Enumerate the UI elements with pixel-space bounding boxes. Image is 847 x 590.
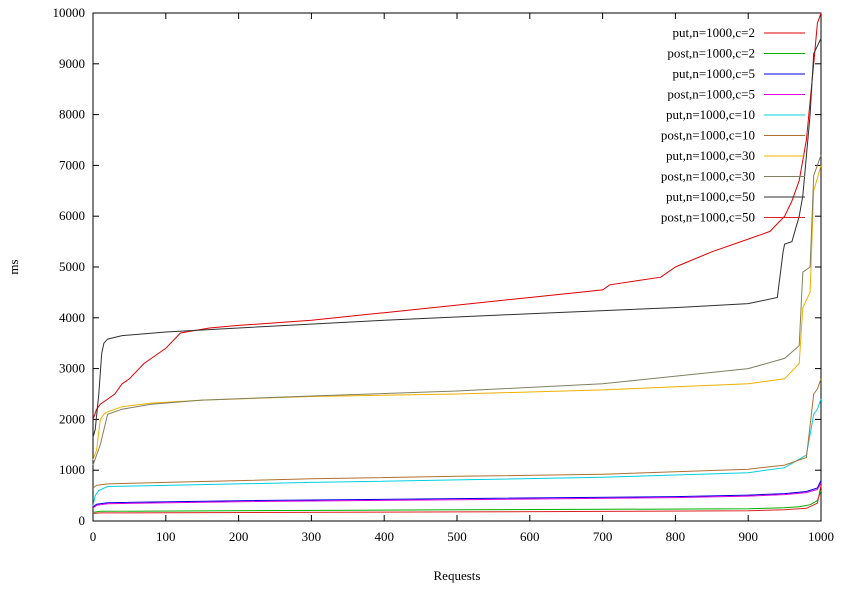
y-tick-label: 5000 <box>59 259 85 274</box>
y-axis-title: ms <box>6 259 21 274</box>
legend-label-1: put,n=1000,c=2 <box>672 25 755 40</box>
y-tick-label: 10000 <box>53 5 86 20</box>
y-tick-label: 9000 <box>59 56 85 71</box>
x-tick-label: 800 <box>666 529 686 544</box>
y-tick-label: 0 <box>79 513 86 528</box>
x-axis-title: Requests <box>434 568 481 583</box>
x-tick-label: 700 <box>593 529 613 544</box>
x-tick-label: 100 <box>156 529 176 544</box>
series-line-3 <box>92 480 822 508</box>
x-tick-label: 400 <box>374 529 394 544</box>
legend-label-5: put,n=1000,c=10 <box>666 107 755 122</box>
y-tick-label: 4000 <box>59 310 85 325</box>
legend-label-8: post,n=1000,c=30 <box>661 169 755 184</box>
legend-label-9: put,n=1000,c=50 <box>666 189 755 204</box>
x-tick-label: 900 <box>738 529 758 544</box>
x-tick-label: 300 <box>302 529 322 544</box>
y-tick-label: 1000 <box>59 462 85 477</box>
series-line-9 <box>92 38 822 438</box>
y-tick-label: 3000 <box>59 361 85 376</box>
x-tick-label: 600 <box>520 529 540 544</box>
y-tick-label: 2000 <box>59 411 85 426</box>
series-line-7 <box>92 165 822 461</box>
series-line-1 <box>92 12 822 420</box>
x-tick-label: 200 <box>229 529 249 544</box>
legend-label-10: post,n=1000,c=50 <box>661 210 755 225</box>
x-tick-label: 500 <box>447 529 467 544</box>
legend: put,n=1000,c=2 post,n=1000,c=2 put,n=1000,… <box>661 25 805 225</box>
y-tick-label: 8000 <box>59 107 85 122</box>
y-tick-label: 6000 <box>59 208 85 223</box>
y-tick-label: 7000 <box>59 157 85 172</box>
series-line-6 <box>92 378 822 489</box>
x-axis: 0 100 200 300 400 500 600 700 800 900 1000 <box>90 13 834 544</box>
series-group <box>92 12 822 514</box>
x-tick-label: 0 <box>90 529 97 544</box>
x-tick-label: 1000 <box>808 529 834 544</box>
legend-label-6: post,n=1000,c=10 <box>661 128 755 143</box>
legend-label-3: put,n=1000,c=5 <box>672 66 755 81</box>
series-line-5 <box>92 398 822 506</box>
legend-label-4: post,n=1000,c=5 <box>667 87 755 102</box>
series-line-4 <box>92 482 822 509</box>
legend-label-2: post,n=1000,c=2 <box>667 46 755 61</box>
legend-label-7: put,n=1000,c=30 <box>666 148 755 163</box>
series-line-8 <box>92 155 822 466</box>
series-line-2 <box>92 490 822 513</box>
y-axis: 0 1000 2000 3000 4000 5000 6000 7000 8000 9000 100… <box>53 5 821 528</box>
series-line-10 <box>92 485 822 514</box>
